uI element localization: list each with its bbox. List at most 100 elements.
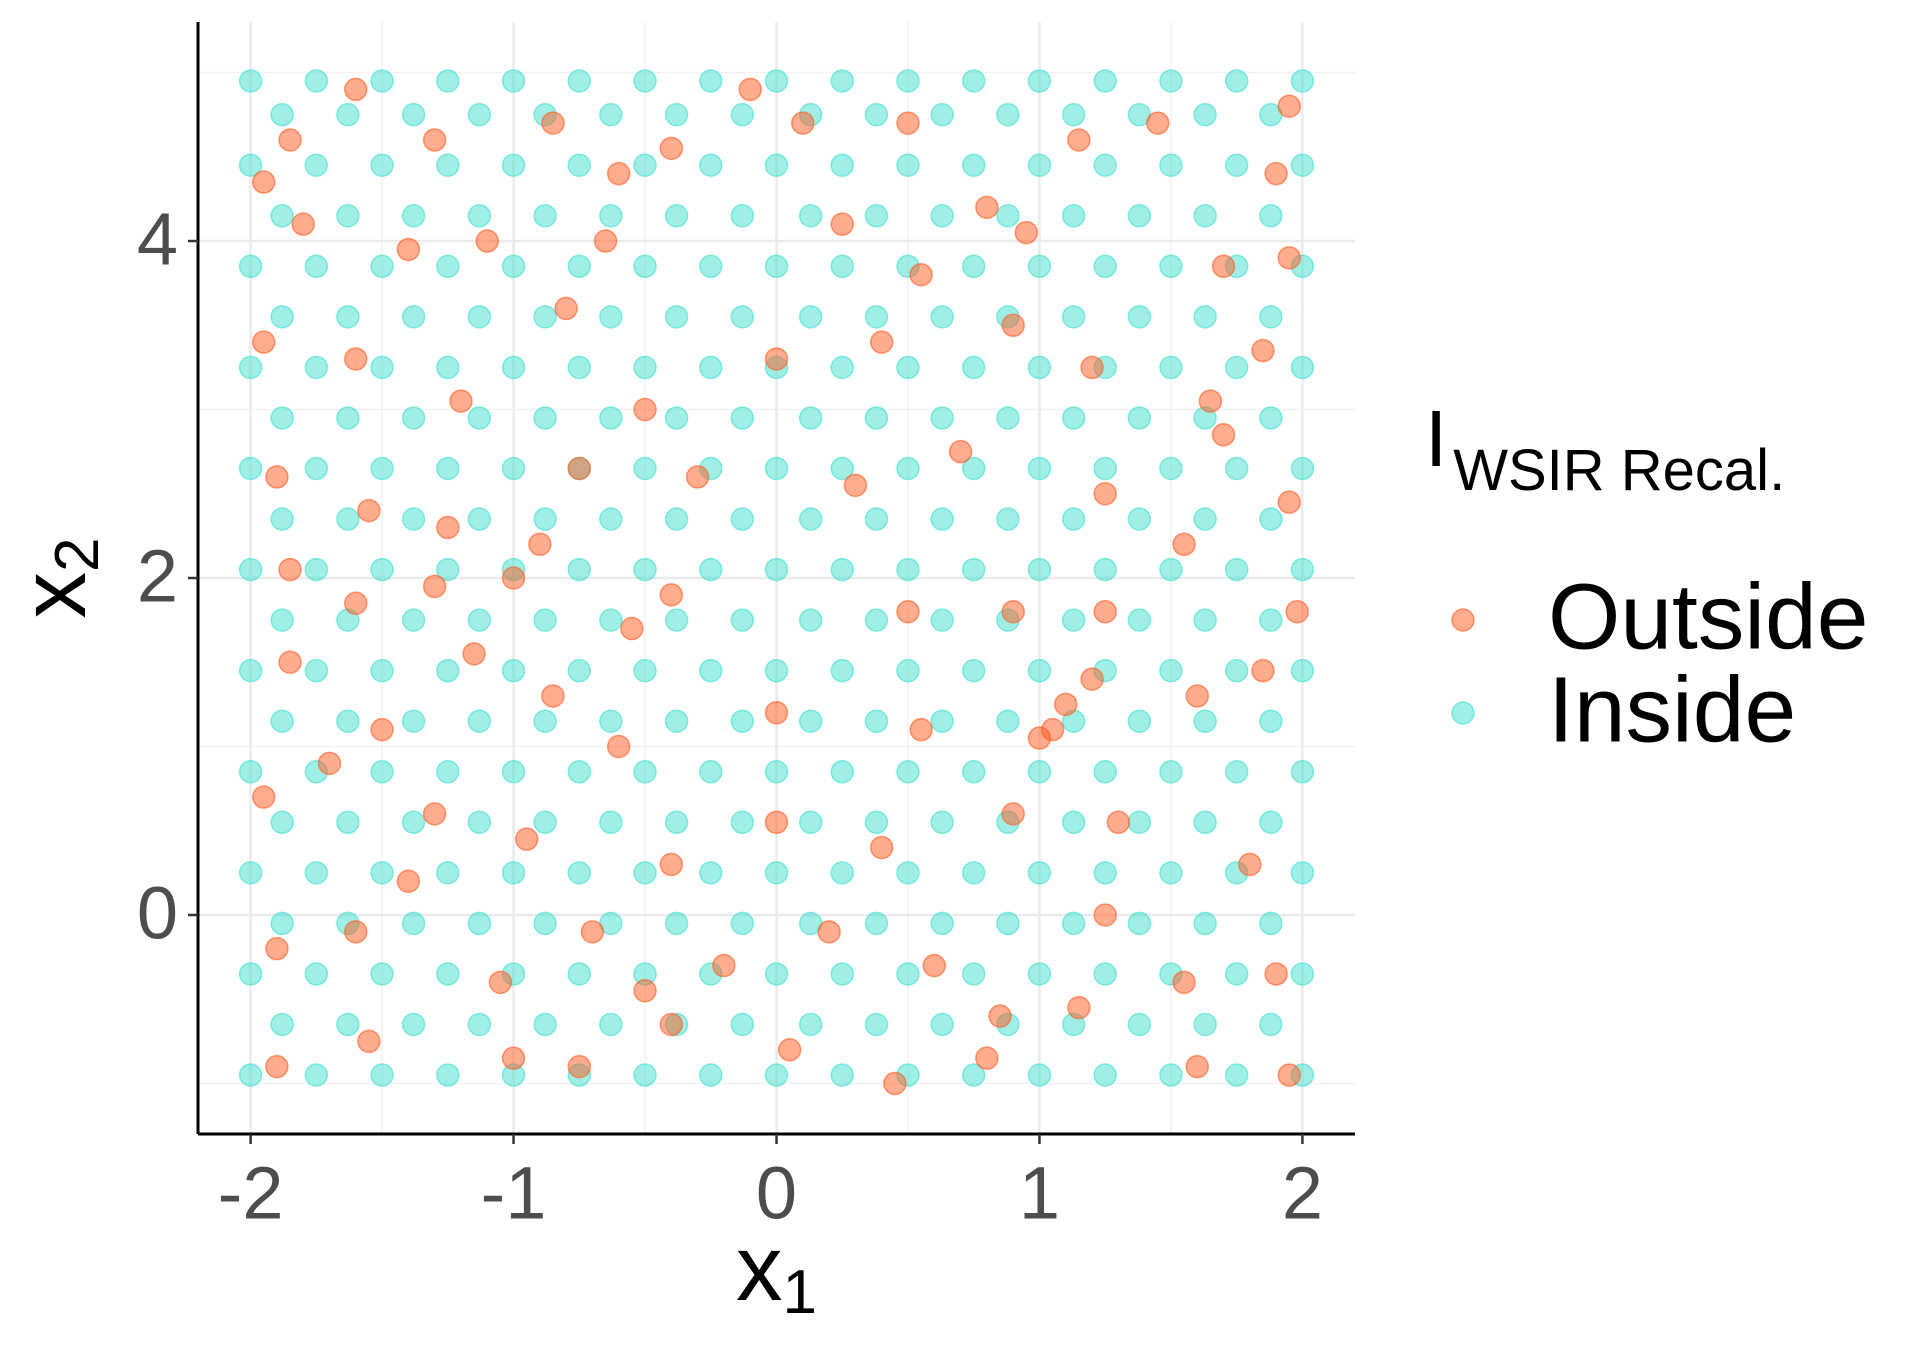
point bbox=[567, 355, 592, 380]
point bbox=[961, 658, 986, 683]
y-tick-label: 2 bbox=[137, 535, 178, 618]
point bbox=[436, 861, 460, 885]
point bbox=[830, 1063, 854, 1087]
point bbox=[659, 136, 684, 161]
point bbox=[501, 69, 526, 93]
point bbox=[830, 557, 854, 582]
point bbox=[370, 717, 394, 742]
point bbox=[501, 153, 526, 177]
point bbox=[270, 406, 294, 430]
point bbox=[336, 102, 360, 127]
point bbox=[533, 709, 557, 733]
point bbox=[436, 557, 460, 582]
point bbox=[633, 557, 657, 582]
point bbox=[730, 204, 755, 228]
point bbox=[1093, 254, 1117, 279]
point bbox=[930, 507, 954, 531]
point bbox=[764, 861, 789, 885]
point bbox=[922, 953, 947, 978]
point bbox=[896, 153, 920, 177]
x-tick-label: -1 bbox=[481, 1152, 547, 1235]
point bbox=[909, 262, 933, 287]
point bbox=[738, 77, 762, 102]
point bbox=[1193, 102, 1217, 127]
point bbox=[633, 760, 657, 784]
point bbox=[278, 557, 302, 582]
point bbox=[1224, 153, 1249, 177]
point bbox=[1027, 1063, 1052, 1087]
point bbox=[699, 1063, 723, 1087]
point bbox=[1093, 153, 1117, 177]
point bbox=[599, 305, 623, 329]
point bbox=[961, 1063, 986, 1087]
legend-key bbox=[1451, 701, 1475, 725]
point bbox=[304, 355, 329, 380]
point bbox=[699, 153, 723, 177]
point bbox=[1061, 608, 1086, 632]
point bbox=[830, 456, 854, 481]
point bbox=[712, 953, 736, 978]
point bbox=[567, 962, 592, 986]
point bbox=[533, 1012, 557, 1037]
point bbox=[567, 153, 592, 177]
point bbox=[1127, 608, 1152, 632]
point bbox=[664, 608, 689, 632]
point bbox=[541, 684, 565, 708]
point bbox=[1290, 861, 1315, 885]
point bbox=[1027, 69, 1052, 93]
point bbox=[620, 616, 644, 641]
point bbox=[1224, 69, 1249, 93]
point bbox=[664, 507, 689, 531]
point bbox=[633, 658, 657, 683]
point bbox=[633, 456, 657, 481]
point bbox=[422, 802, 447, 826]
point bbox=[1093, 69, 1117, 93]
point bbox=[798, 608, 823, 632]
point bbox=[606, 734, 631, 759]
point bbox=[830, 962, 854, 986]
point bbox=[1290, 153, 1315, 177]
point bbox=[1290, 760, 1315, 784]
point bbox=[401, 507, 426, 531]
point bbox=[599, 810, 623, 835]
point bbox=[1127, 911, 1152, 936]
point bbox=[1093, 861, 1117, 885]
legend-key bbox=[1451, 608, 1475, 632]
point bbox=[961, 760, 986, 784]
point bbox=[764, 701, 789, 725]
point bbox=[501, 355, 526, 380]
point bbox=[501, 1046, 526, 1070]
point bbox=[606, 161, 631, 186]
point bbox=[1127, 1012, 1152, 1037]
point bbox=[1224, 557, 1249, 582]
point bbox=[930, 102, 954, 127]
point bbox=[396, 869, 421, 894]
point bbox=[270, 305, 294, 329]
point bbox=[996, 507, 1020, 531]
point bbox=[238, 69, 263, 93]
point bbox=[270, 810, 294, 835]
point bbox=[633, 861, 657, 885]
point bbox=[798, 204, 823, 228]
point bbox=[1127, 305, 1152, 329]
point bbox=[567, 557, 592, 582]
point bbox=[864, 709, 889, 733]
point bbox=[664, 204, 689, 228]
point bbox=[1185, 684, 1209, 708]
point bbox=[798, 1012, 823, 1037]
point bbox=[864, 305, 889, 329]
x-tick-label: 2 bbox=[1282, 1152, 1323, 1235]
point bbox=[357, 498, 381, 523]
point bbox=[896, 861, 920, 885]
point bbox=[475, 229, 499, 253]
point bbox=[238, 760, 263, 784]
point bbox=[1193, 911, 1217, 936]
point bbox=[436, 1063, 460, 1087]
point bbox=[1259, 810, 1283, 835]
point bbox=[930, 204, 954, 228]
point bbox=[1290, 69, 1315, 93]
point bbox=[370, 153, 394, 177]
point bbox=[1127, 204, 1152, 228]
point bbox=[1001, 802, 1025, 826]
point bbox=[1159, 658, 1183, 683]
